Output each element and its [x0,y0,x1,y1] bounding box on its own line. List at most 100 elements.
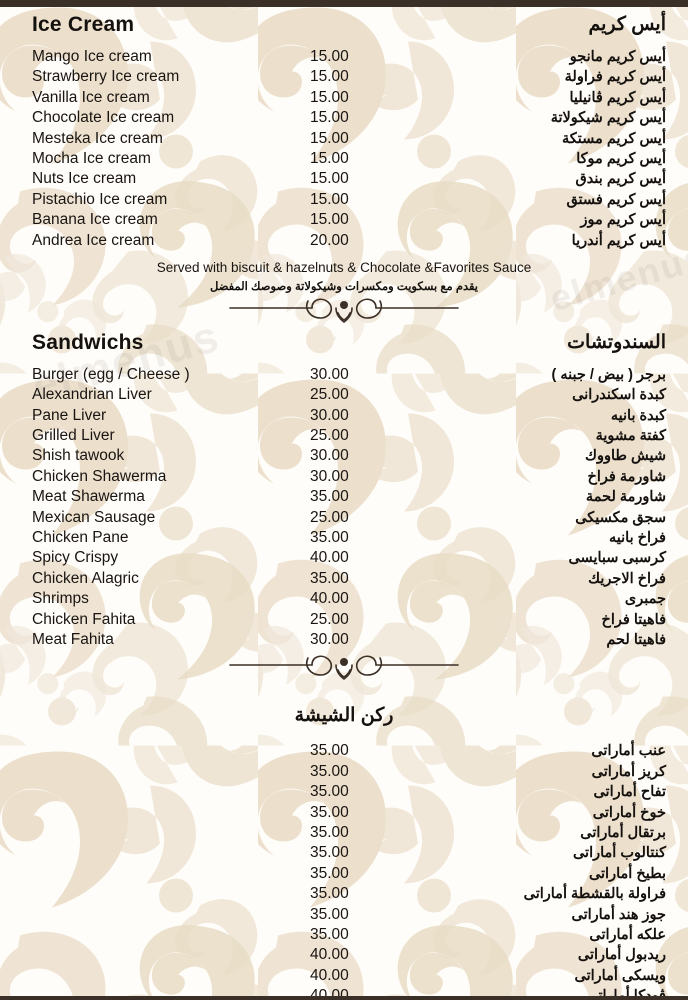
ice-cream-note-ar: يقدم مع بسكويت ومكسرات وشيكولاتة وصوصك ا… [210,280,478,293]
item-price: 25.00 [310,508,349,526]
item-name-ar: أيس كريم بندق [575,171,666,188]
section-shisha: ركن الشيشة 35.00 عنب أماراتى 35.00 كريز … [0,704,688,1000]
item-price: 25.00 [310,427,349,445]
item-price: 30.00 [310,406,349,424]
item-price: 35.00 [310,762,349,780]
sandwichs-title-ar: السندوتشات [567,331,666,353]
item-name-en: Chocolate Ice cream [32,109,175,127]
item-name-en: Strawberry Ice cream [32,68,180,86]
menu-item-row[interactable]: Mexican Sausage 25.00 سجق مكسيكى [0,508,688,528]
menu-item-row[interactable]: 35.00 بطيخ أماراتى [0,864,688,884]
item-name-ar: أيس كريم ڤانيليا [569,89,666,106]
menu-item-row[interactable]: Mocha Ice cream 15.00 أيس كريم موكا [0,149,688,169]
item-name-en: Grilled Liver [32,427,115,445]
menu-item-row[interactable]: Chicken Pane 35.00 فراخ بانيه [0,528,688,548]
item-name-ar: أيس كريم أندريا [571,232,666,249]
menu-item-row[interactable]: 40.00 ويسكى أماراتى [0,966,688,986]
ice-cream-items: Mango Ice cream 15.00 أيس كريم مانجو Str… [0,47,688,251]
menu-item-row[interactable]: Nuts Ice cream 15.00 أيس كريم بندق [0,169,688,189]
item-name-en: Banana Ice cream [32,211,158,229]
menu-item-row[interactable]: 35.00 كريز أماراتى [0,762,688,782]
item-name-en: Nuts Ice cream [32,170,137,188]
menu-item-row[interactable]: Burger (egg / Cheese ) 30.00 برجر ( بيض … [0,365,688,385]
menu-content: Ice Cream أيس كريم Mango Ice cream 15.00… [0,13,688,1000]
menu-item-row[interactable]: Mango Ice cream 15.00 أيس كريم مانجو [0,47,688,67]
item-name-ar: ڤودكا أماراتى [586,988,666,1000]
item-name-ar: كبدة اسكندرانى [572,387,666,404]
menu-item-row[interactable]: 40.00 ريدبول أماراتى [0,945,688,965]
item-name-ar: ويسكى أماراتى [574,967,666,984]
item-name-ar: برجر ( بيض / جبنه ) [551,366,667,383]
item-name-en: Meat Shawerma [32,488,145,506]
item-price: 40.00 [310,549,349,567]
item-price: 35.00 [310,885,349,903]
menu-item-row[interactable]: Chicken Alagric 35.00 فراخ الاجريك [0,569,688,589]
menu-item-row[interactable]: Vanilla Ice cream 15.00 أيس كريم ڤانيليا [0,88,688,108]
item-price: 25.00 [310,610,349,628]
menu-item-row[interactable]: Grilled Liver 25.00 كفتة مشوية [0,426,688,446]
item-name-ar: أيس كريم فراولة [564,69,666,86]
ornamental-divider-icon [0,295,688,325]
menu-item-row[interactable]: Pistachio Ice cream 15.00 أيس كريم فستق [0,190,688,210]
item-name-ar: أيس كريم موز [580,212,666,229]
menu-item-row[interactable]: 35.00 تفاح أماراتى [0,782,688,802]
menu-item-row[interactable]: Andrea Ice cream 20.00 أيس كريم أندريا [0,231,688,251]
menu-item-row[interactable]: Chocolate Ice cream 15.00 أيس كريم شيكول… [0,108,688,128]
item-price: 35.00 [310,803,349,821]
item-price: 30.00 [310,467,349,485]
item-price: 35.00 [310,864,349,882]
menu-item-row[interactable]: Pane Liver 30.00 كبدة بانيه [0,406,688,426]
sandwichs-header: Sandwichs السندوتشات [0,331,688,365]
menu-item-row[interactable]: 35.00 خوخ أماراتى [0,803,688,823]
item-name-ar: أيس كريم موكا [576,150,666,167]
item-name-en: Chicken Pane [32,529,129,547]
item-name-ar: فراخ الاجريك [588,570,666,587]
item-name-ar: خوخ أماراتى [592,804,666,821]
menu-item-row[interactable]: 35.00 برتقال أماراتى [0,823,688,843]
item-name-ar: فاهيتا لحم [606,631,666,648]
menu-item-row[interactable]: Mesteka Ice cream 15.00 أيس كريم مستكة [0,129,688,149]
item-price: 35.00 [310,529,349,547]
item-name-ar: فراخ بانيه [609,530,666,547]
item-name-ar: برتقال أماراتى [580,824,666,841]
item-price: 15.00 [310,129,349,147]
item-price: 35.00 [310,925,349,943]
item-price: 15.00 [310,88,349,106]
menu-item-row[interactable]: Banana Ice cream 15.00 أيس كريم موز [0,210,688,230]
item-price: 35.00 [310,905,349,923]
item-price: 15.00 [310,48,349,65]
item-name-en: Chicken Alagric [32,569,139,587]
item-name-en: Mango Ice cream [32,48,152,65]
item-name-ar: أيس كريم فستق [566,191,666,208]
item-name-ar: أيس كريم شيكولاتة [550,110,666,127]
item-price: 35.00 [310,823,349,841]
item-name-en: Alexandrian Liver [32,386,152,404]
item-name-ar: شيش طاووك [585,448,666,465]
item-name-ar: ريدبول أماراتى [577,947,666,964]
item-price: 35.00 [310,844,349,862]
item-name-ar: جوز هند أماراتى [571,906,666,923]
item-name-en: Mocha Ice cream [32,149,151,167]
menu-item-row[interactable]: Chicken Shawerma 30.00 شاورمة فراخ [0,467,688,487]
menu-item-row[interactable]: Meat Shawerma 35.00 شاورمة لحمة [0,487,688,507]
menu-item-row[interactable]: 35.00 علكه أماراتى [0,925,688,945]
menu-item-row[interactable]: 35.00 فراولة بالقشطة أماراتى [0,884,688,904]
item-name-ar: عنب أماراتى [591,743,666,760]
item-price: 15.00 [310,149,349,167]
menu-item-row[interactable]: Chicken Fahita 25.00 فاهيتا فراخ [0,610,688,630]
menu-item-row[interactable]: 35.00 عنب أماراتى [0,741,688,761]
section-sandwichs: Sandwichs السندوتشات Burger (egg / Chees… [0,331,688,650]
item-name-en: Shish tawook [32,447,125,465]
menu-item-row[interactable]: 35.00 جوز هند أماراتى [0,905,688,925]
item-name-ar: جمبرى [624,591,666,608]
item-price: 35.00 [310,742,349,760]
menu-item-row[interactable]: Meat Fahita 30.00 فاهيتا لحم [0,630,688,650]
menu-item-row[interactable]: Shish tawook 30.00 شيش طاووك [0,446,688,466]
menu-item-row[interactable]: Spicy Crispy 40.00 كرسبى سبايسى [0,548,688,568]
menu-item-row[interactable]: Alexandrian Liver 25.00 كبدة اسكندرانى [0,385,688,405]
item-name-en: Pane Liver [32,406,107,424]
menu-item-row[interactable]: 35.00 كنتالوب أماراتى [0,843,688,863]
menu-item-row[interactable]: Shrimps 40.00 جمبرى [0,589,688,609]
menu-item-row[interactable]: 40.00 ڤودكا أماراتى [0,986,688,1000]
menu-item-row[interactable]: Strawberry Ice cream 15.00 أيس كريم فراو… [0,67,688,87]
